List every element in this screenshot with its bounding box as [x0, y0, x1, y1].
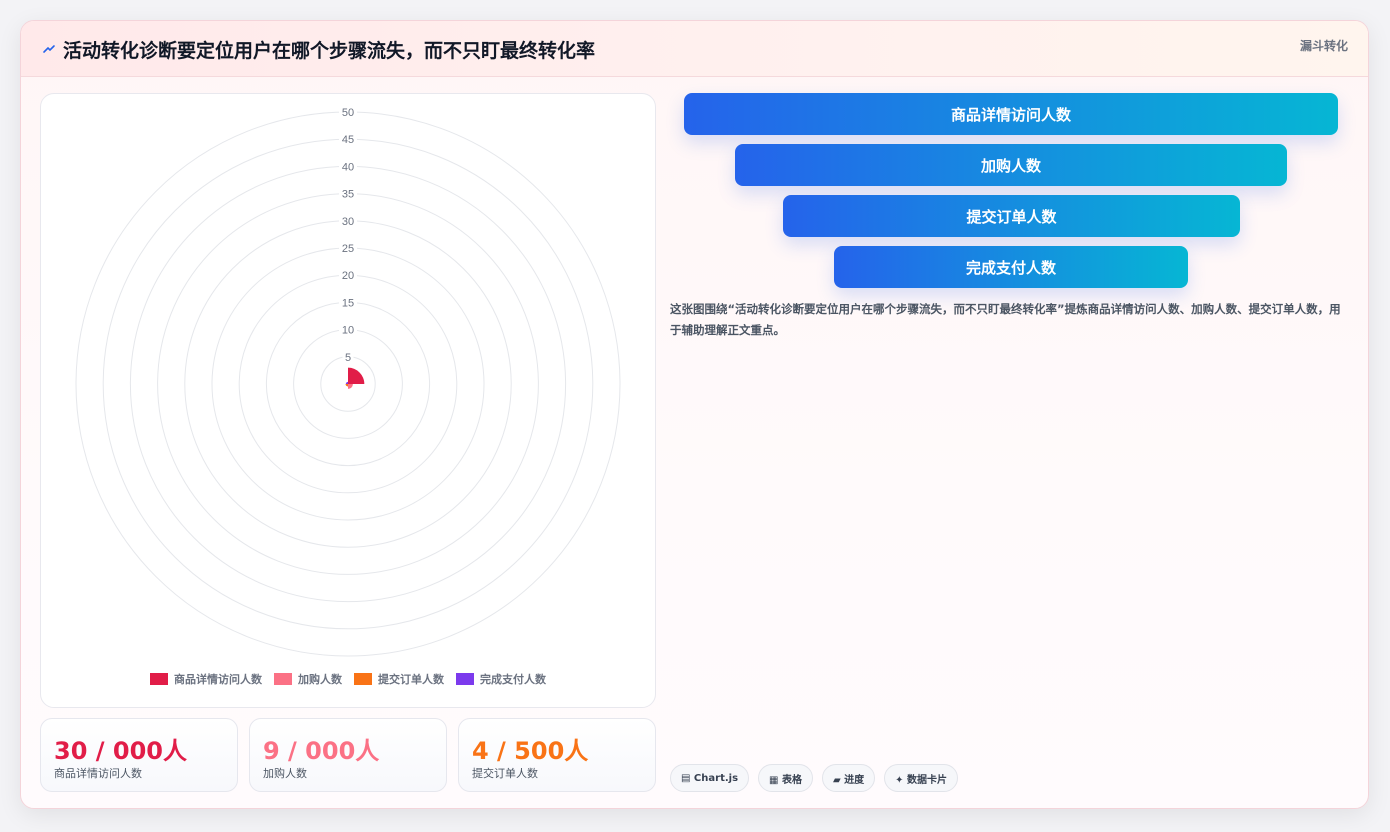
legend-swatch [150, 673, 168, 685]
stat-value: 9 / 000人 [263, 737, 380, 765]
tick-label-bg [339, 186, 357, 200]
legend-label: 商品详情访问人数 [174, 673, 262, 686]
legend-label: 提交订单人数 [378, 673, 444, 686]
legend-item[interactable]: 完成支付人数 [456, 671, 546, 687]
legend-swatch [354, 673, 372, 685]
legend-label: 加购人数 [298, 673, 342, 686]
tick-label: 30 [342, 216, 354, 228]
report-card: 活动转化诊断要定位用户在哪个步骤流失，而不只盯最终转化率 漏斗转化 5 10 15 2… [20, 20, 1369, 809]
funnel-step-paid: 完成支付人数 [834, 246, 1188, 288]
legend-item[interactable]: 加购人数 [274, 671, 342, 687]
tick-label: 35 [342, 189, 354, 201]
tick-label-bg [339, 295, 357, 309]
stat-label: 商品详情访问人数 [54, 767, 142, 780]
lightning-icon [43, 45, 55, 53]
tag-table[interactable]: ▦ 表格 [758, 764, 813, 792]
stat-label: 提交订单人数 [472, 767, 538, 780]
tag-progress[interactable]: ▰ 进度 [821, 764, 876, 792]
tick-label-bg [339, 159, 357, 173]
polar-chart-canvas: 5 10 15 20 25 30 35 40 45 50 [75, 105, 621, 657]
stat-card-visits: 30 / 000人 商品详情访问人数 [40, 718, 238, 792]
tick-label: 20 [342, 270, 354, 282]
tick-label: 45 [342, 134, 354, 146]
tick-label-bg [339, 213, 357, 227]
page-title: 活动转化诊断要定位用户在哪个步骤流失，而不只盯最终转化率 [63, 40, 596, 62]
stat-card-addcart: 9 / 000人 加购人数 [249, 718, 447, 792]
slice-4 [345, 381, 348, 384]
tick-label-bg [342, 349, 354, 363]
tag-data-card[interactable]: ✦ 数据卡片 [884, 764, 959, 792]
category-tag: 漏斗转化 [1299, 39, 1348, 53]
tick-label: 40 [342, 161, 354, 173]
stat-card-orders: 4 / 500人 提交订单人数 [458, 718, 656, 792]
legend-item[interactable]: 商品详情访问人数 [150, 671, 262, 687]
tick-label: 15 [342, 297, 354, 309]
chart-legend: 商品详情访问人数 加购人数 提交订单人数 完成支付人数 [41, 671, 655, 687]
card-header: 活动转化诊断要定位用户在哪个步骤流失，而不只盯最终转化率 漏斗转化 [21, 21, 1368, 77]
polar-area-chart: 5 10 15 20 25 30 35 40 45 50 商品详情访问人数 加购人数 提交订单人数 完成… [40, 93, 656, 708]
funnel-step-addcart: 加购人数 [735, 144, 1287, 186]
tick-label: 5 [345, 352, 351, 364]
stat-label: 加购人数 [263, 767, 307, 780]
legend-label: 完成支付人数 [480, 673, 546, 686]
funnel-step-visits: 商品详情访问人数 [684, 93, 1338, 135]
tick-label: 50 [342, 107, 354, 119]
tick-label-bg [339, 105, 357, 118]
stat-value: 4 / 500人 [472, 737, 589, 765]
tick-label-bg [339, 132, 357, 146]
stat-value: 30 / 000人 [54, 737, 187, 765]
feature-tags: ▤ Chart.js ▦ 表格 ▰ 进度 ✦ 数据卡片 [670, 764, 959, 792]
funnel-step-orders: 提交订单人数 [783, 195, 1240, 237]
legend-item[interactable]: 提交订单人数 [354, 671, 444, 687]
tick-label-bg [339, 322, 357, 336]
tick-label: 10 [342, 325, 354, 337]
legend-swatch [274, 673, 292, 685]
slice-3 [345, 384, 348, 387]
tick-label-bg [339, 241, 357, 254]
slice-2 [348, 384, 353, 389]
tag-chartjs[interactable]: ▤ Chart.js [670, 764, 750, 792]
tick-label: 25 [342, 243, 354, 255]
tick-label-bg [339, 268, 357, 282]
legend-swatch [456, 673, 474, 685]
chart-description: 这张图围绕“活动转化诊断要定位用户在哪个步骤流失，而不只盯最终转化率”提炼商品详… [670, 302, 1341, 337]
slice-1 [348, 367, 365, 384]
